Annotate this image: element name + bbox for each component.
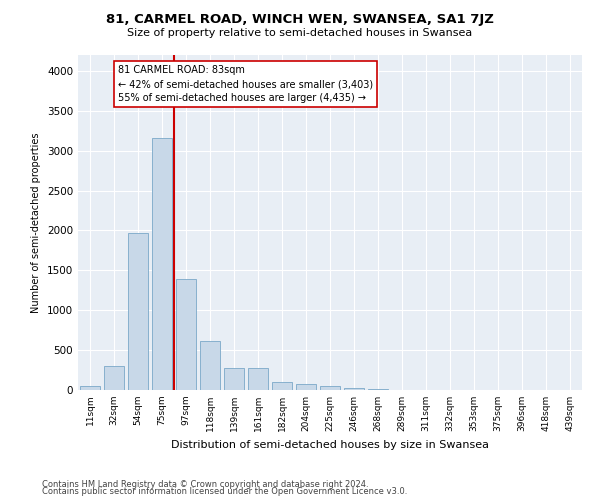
Bar bbox=[344, 388, 364, 390]
Bar bbox=[128, 233, 148, 390]
X-axis label: Distribution of semi-detached houses by size in Swansea: Distribution of semi-detached houses by … bbox=[171, 440, 489, 450]
Y-axis label: Number of semi-detached properties: Number of semi-detached properties bbox=[31, 132, 41, 313]
Bar bbox=[272, 382, 292, 390]
Bar bbox=[152, 138, 172, 390]
Text: 81, CARMEL ROAD, WINCH WEN, SWANSEA, SA1 7JZ: 81, CARMEL ROAD, WINCH WEN, SWANSEA, SA1… bbox=[106, 12, 494, 26]
Bar bbox=[224, 368, 244, 390]
Bar bbox=[200, 340, 220, 390]
Bar bbox=[176, 279, 196, 390]
Bar bbox=[368, 389, 388, 390]
Bar bbox=[80, 386, 100, 390]
Text: Contains public sector information licensed under the Open Government Licence v3: Contains public sector information licen… bbox=[42, 487, 407, 496]
Bar bbox=[296, 384, 316, 390]
Text: Contains HM Land Registry data © Crown copyright and database right 2024.: Contains HM Land Registry data © Crown c… bbox=[42, 480, 368, 489]
Bar bbox=[320, 386, 340, 390]
Bar bbox=[104, 366, 124, 390]
Text: Size of property relative to semi-detached houses in Swansea: Size of property relative to semi-detach… bbox=[127, 28, 473, 38]
Bar bbox=[248, 368, 268, 390]
Text: 81 CARMEL ROAD: 83sqm
← 42% of semi-detached houses are smaller (3,403)
55% of s: 81 CARMEL ROAD: 83sqm ← 42% of semi-deta… bbox=[118, 65, 373, 103]
